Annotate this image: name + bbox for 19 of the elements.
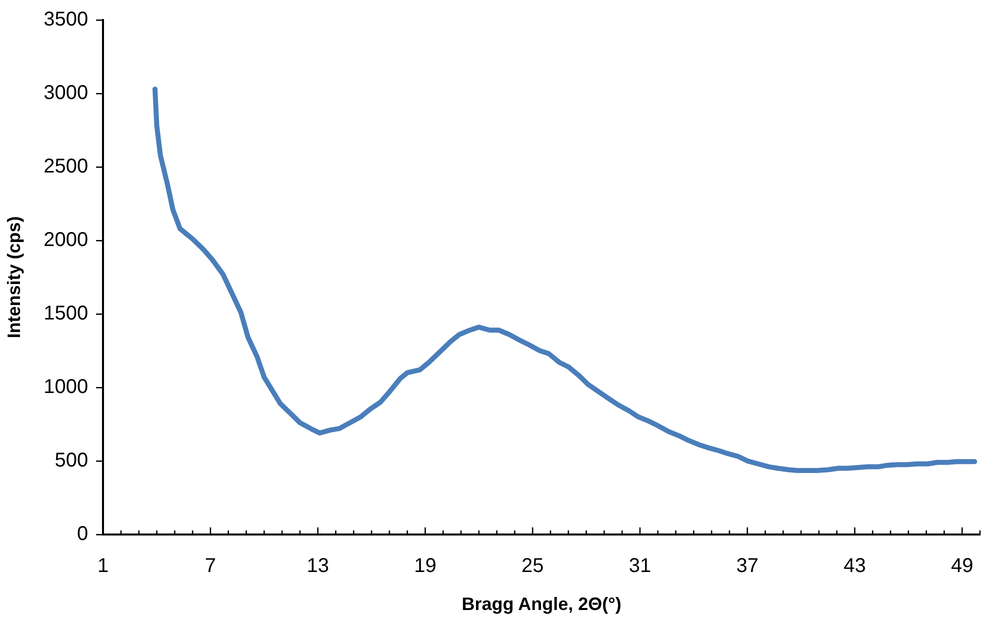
x-tick-label: 31 — [628, 554, 652, 577]
y-axis-title: Intensity (cps) — [4, 216, 24, 338]
y-tick-label: 500 — [54, 449, 88, 472]
x-axis-title: Bragg Angle, 2Θ(°) — [462, 594, 622, 614]
y-tick-label: 2500 — [44, 155, 88, 178]
x-tick-label: 49 — [950, 554, 974, 577]
y-tick-label: 3000 — [44, 82, 88, 104]
y-tick-label: 0 — [76, 522, 88, 545]
y-tick-label: 3500 — [44, 8, 88, 31]
y-tick-label: 2000 — [44, 228, 88, 251]
y-tick-label: 1000 — [44, 376, 88, 398]
y-tick-label: 1500 — [44, 302, 88, 324]
x-tick-label: 13 — [306, 554, 329, 577]
x-tick-label: 1 — [98, 554, 109, 577]
x-tick-label: 43 — [844, 554, 866, 577]
x-tick-label: 19 — [414, 554, 436, 577]
x-tick-label: 37 — [736, 554, 758, 577]
x-tick-label: 7 — [204, 554, 216, 577]
x-tick-label: 25 — [521, 554, 544, 577]
